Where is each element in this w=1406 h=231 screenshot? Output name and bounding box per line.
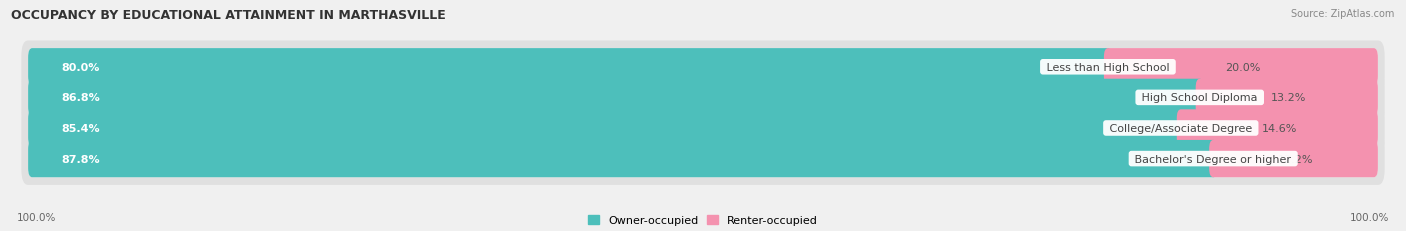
- Text: 20.0%: 20.0%: [1225, 63, 1261, 73]
- Text: 87.8%: 87.8%: [62, 154, 100, 164]
- FancyBboxPatch shape: [21, 41, 1385, 94]
- Legend: Owner-occupied, Renter-occupied: Owner-occupied, Renter-occupied: [588, 215, 818, 225]
- FancyBboxPatch shape: [21, 133, 1385, 185]
- Text: 14.6%: 14.6%: [1261, 123, 1298, 134]
- FancyBboxPatch shape: [21, 72, 1385, 124]
- Text: 100.0%: 100.0%: [17, 212, 56, 222]
- Text: 80.0%: 80.0%: [62, 63, 100, 73]
- Text: 86.8%: 86.8%: [62, 93, 101, 103]
- FancyBboxPatch shape: [1195, 79, 1378, 117]
- Text: OCCUPANCY BY EDUCATIONAL ATTAINMENT IN MARTHASVILLE: OCCUPANCY BY EDUCATIONAL ATTAINMENT IN M…: [11, 9, 446, 22]
- FancyBboxPatch shape: [28, 140, 1378, 177]
- Text: College/Associate Degree: College/Associate Degree: [1107, 123, 1256, 134]
- FancyBboxPatch shape: [1209, 140, 1378, 177]
- Text: Source: ZipAtlas.com: Source: ZipAtlas.com: [1291, 9, 1395, 19]
- FancyBboxPatch shape: [21, 102, 1385, 155]
- Text: 85.4%: 85.4%: [62, 123, 100, 134]
- Text: 13.2%: 13.2%: [1271, 93, 1306, 103]
- FancyBboxPatch shape: [28, 79, 1378, 117]
- FancyBboxPatch shape: [28, 140, 1218, 177]
- FancyBboxPatch shape: [28, 110, 1378, 147]
- FancyBboxPatch shape: [1104, 49, 1378, 86]
- Text: 100.0%: 100.0%: [1350, 212, 1389, 222]
- Text: Less than High School: Less than High School: [1043, 63, 1173, 73]
- Text: Bachelor's Degree or higher: Bachelor's Degree or higher: [1132, 154, 1295, 164]
- FancyBboxPatch shape: [28, 49, 1112, 86]
- FancyBboxPatch shape: [28, 110, 1185, 147]
- Text: High School Diploma: High School Diploma: [1139, 93, 1261, 103]
- FancyBboxPatch shape: [28, 79, 1204, 117]
- FancyBboxPatch shape: [1177, 110, 1378, 147]
- Text: 12.2%: 12.2%: [1278, 154, 1313, 164]
- FancyBboxPatch shape: [28, 49, 1378, 86]
